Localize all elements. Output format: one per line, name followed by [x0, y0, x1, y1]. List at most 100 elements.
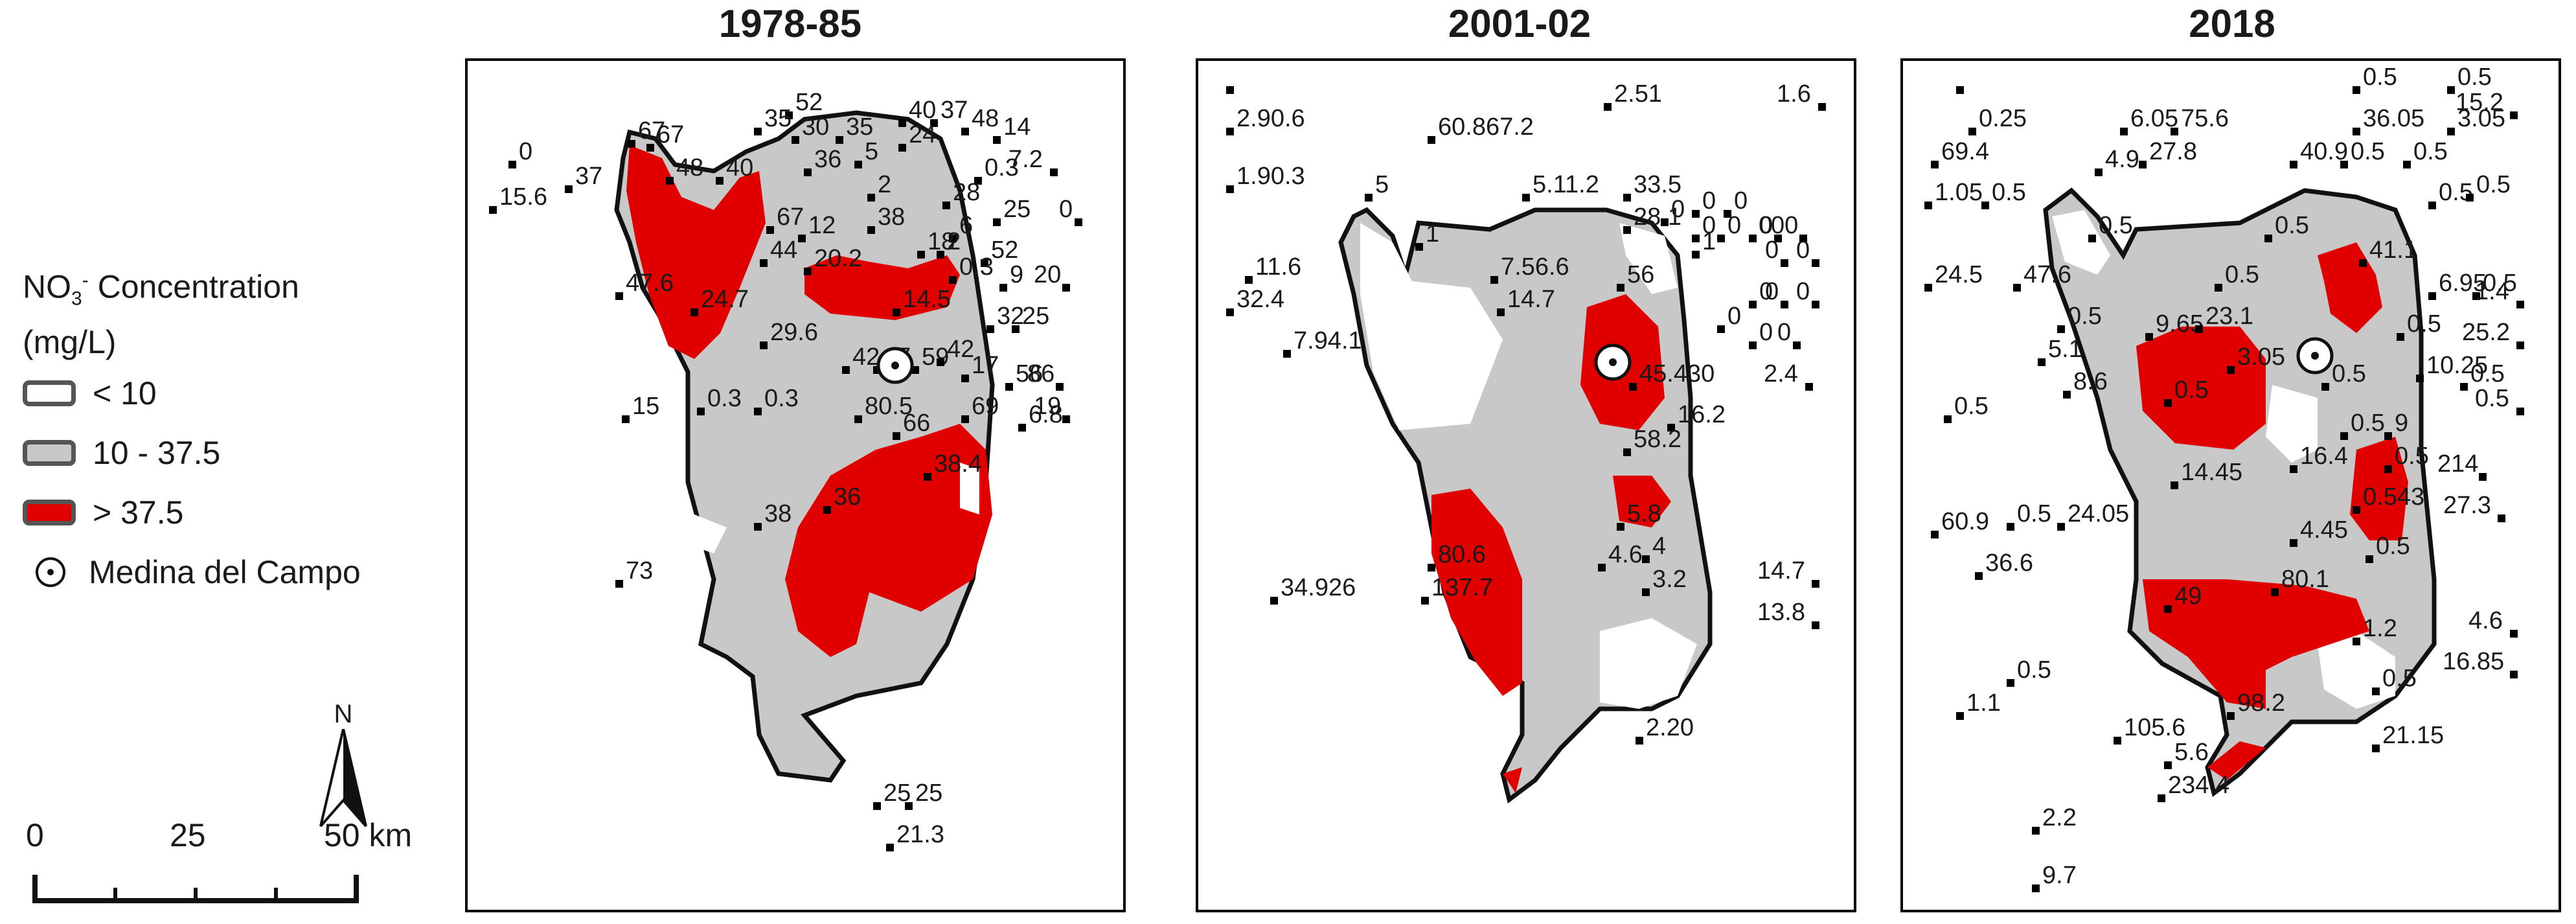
sample-point [754, 408, 762, 415]
legend-label-city: Medina del Campo [89, 553, 361, 590]
sample-value-label: 56 [1627, 261, 1654, 288]
sample-value-label: 67 [657, 121, 684, 148]
sample-point [1428, 136, 1435, 144]
sample-point [1629, 383, 1637, 391]
sample-point [2114, 737, 2121, 745]
sample-value-label: 0 [519, 138, 532, 165]
sample-point [1812, 580, 1819, 588]
sample-point [1283, 350, 1291, 358]
sample-value-label: 137.7 [1431, 574, 1493, 601]
sample-point [1050, 168, 1058, 176]
panel-title-2018: 2018 [2189, 2, 2275, 45]
sample-point [2013, 284, 2021, 292]
sample-value-label: 2 [947, 228, 961, 255]
sample-value-label: 35 [846, 113, 873, 141]
sample-value-label: 45.430 [1639, 360, 1715, 387]
sample-point [867, 226, 875, 234]
scale-bar: 0 25 50 km [26, 816, 479, 907]
sample-value-label: 40.9 [2300, 138, 2348, 165]
sample-value-label: 14 [1003, 113, 1031, 141]
sample-value-label: 56 [1016, 360, 1043, 387]
sample-value-label: 35 [764, 105, 792, 132]
sample-point [2359, 259, 2367, 267]
sample-point [1812, 301, 1819, 308]
high-zone-south [1613, 476, 1671, 527]
sample-value-label: 0.5 [2275, 212, 2309, 239]
legend-title-sub: 3 [71, 288, 82, 310]
sample-value-label: 67 [638, 117, 665, 144]
sample-value-label: 15.2 [2456, 89, 2503, 116]
sample-point [1490, 276, 1498, 284]
sample-point [798, 235, 806, 242]
sample-value-label: 0.5 [2395, 443, 2429, 470]
sample-point [993, 136, 1001, 144]
sample-point [754, 523, 762, 531]
sample-value-label: 1.2 [2363, 615, 2397, 642]
sample-point [1749, 235, 1757, 242]
sample-value-label: 0.5 [2476, 171, 2511, 198]
sample-point [2516, 408, 2524, 415]
sample-value-label: 0 [1796, 237, 1810, 264]
sample-point [1617, 523, 1624, 531]
sample-point [1226, 86, 1234, 94]
sample-point [622, 415, 630, 423]
sample-value-label: 0.25 [1979, 105, 2027, 132]
scale-tick-25: 25 [170, 817, 206, 853]
sample-value-label: 42 [947, 336, 974, 363]
sample-value-label: 32 [997, 303, 1024, 330]
sample-point [1226, 308, 1234, 316]
sample-point [917, 251, 925, 259]
sample-point [565, 185, 573, 193]
sample-value-label: 0 [1759, 278, 1773, 305]
high-zone-center [785, 424, 992, 657]
sample-value-label: 0.5 [2332, 360, 2366, 387]
sample-point [2007, 523, 2014, 531]
sample-point [804, 268, 812, 275]
sample-point [1421, 597, 1429, 605]
sample-value-label: 12 [808, 212, 836, 239]
sample-value-label: 0.3 [959, 253, 994, 281]
sample-point [2510, 111, 2518, 119]
sample-point [2510, 671, 2518, 678]
sample-value-label: 59 [922, 343, 949, 371]
sample-value-label: 0.5 [2017, 500, 2051, 527]
legend-title-prefix: NO [23, 268, 71, 305]
sample-value-label: 9 [1010, 261, 1023, 288]
sample-value-label: 3.2 [1652, 566, 1687, 593]
sample-point [2095, 168, 2103, 176]
high-zone-tip [1503, 767, 1522, 793]
sample-value-label: 3.05 [2237, 343, 2285, 371]
sample-point [760, 259, 768, 267]
sample-value-label: 32.4 [1237, 286, 1284, 313]
sample-point [2290, 539, 2297, 547]
sample-value-label: 14.45 [2181, 459, 2242, 486]
low-zone-w [694, 514, 727, 553]
sample-point [2353, 128, 2360, 135]
legend-title: NO3- Concentration [23, 259, 437, 321]
sample-value-label: 2.2 [2042, 804, 2077, 831]
sample-point [2510, 630, 2518, 638]
sample-point [2403, 161, 2411, 168]
sample-value-label: 5.11.2 [1533, 171, 1599, 198]
sample-value-label: 73 [626, 557, 653, 584]
sample-point [2416, 375, 2424, 382]
sample-point [1818, 103, 1826, 111]
sample-value-label: 48 [676, 154, 703, 181]
sample-value-label: 0 [1796, 278, 1810, 305]
sample-value-label: 24.5 [1935, 261, 1983, 288]
sample-value-label: 6.8 [1029, 401, 1063, 428]
sample-point [1975, 572, 1983, 580]
sample-point [2353, 506, 2360, 514]
sample-value-label: 2.4 [1764, 360, 1798, 387]
low-zone-north [1360, 223, 1503, 430]
sample-value-label: 28 [953, 179, 980, 206]
sample-point [1749, 301, 1757, 308]
sample-value-label: 52 [795, 89, 823, 116]
sample-value-label: 7.94.1 [1294, 327, 1362, 354]
sample-point [1056, 383, 1064, 391]
sample-value-label: 0.5 [2351, 138, 2385, 165]
low-zone-mid [2266, 385, 2318, 463]
sample-value-label: 40 [726, 154, 753, 181]
sample-point [1968, 128, 1976, 135]
sample-value-label: 36.6 [1985, 549, 2033, 577]
